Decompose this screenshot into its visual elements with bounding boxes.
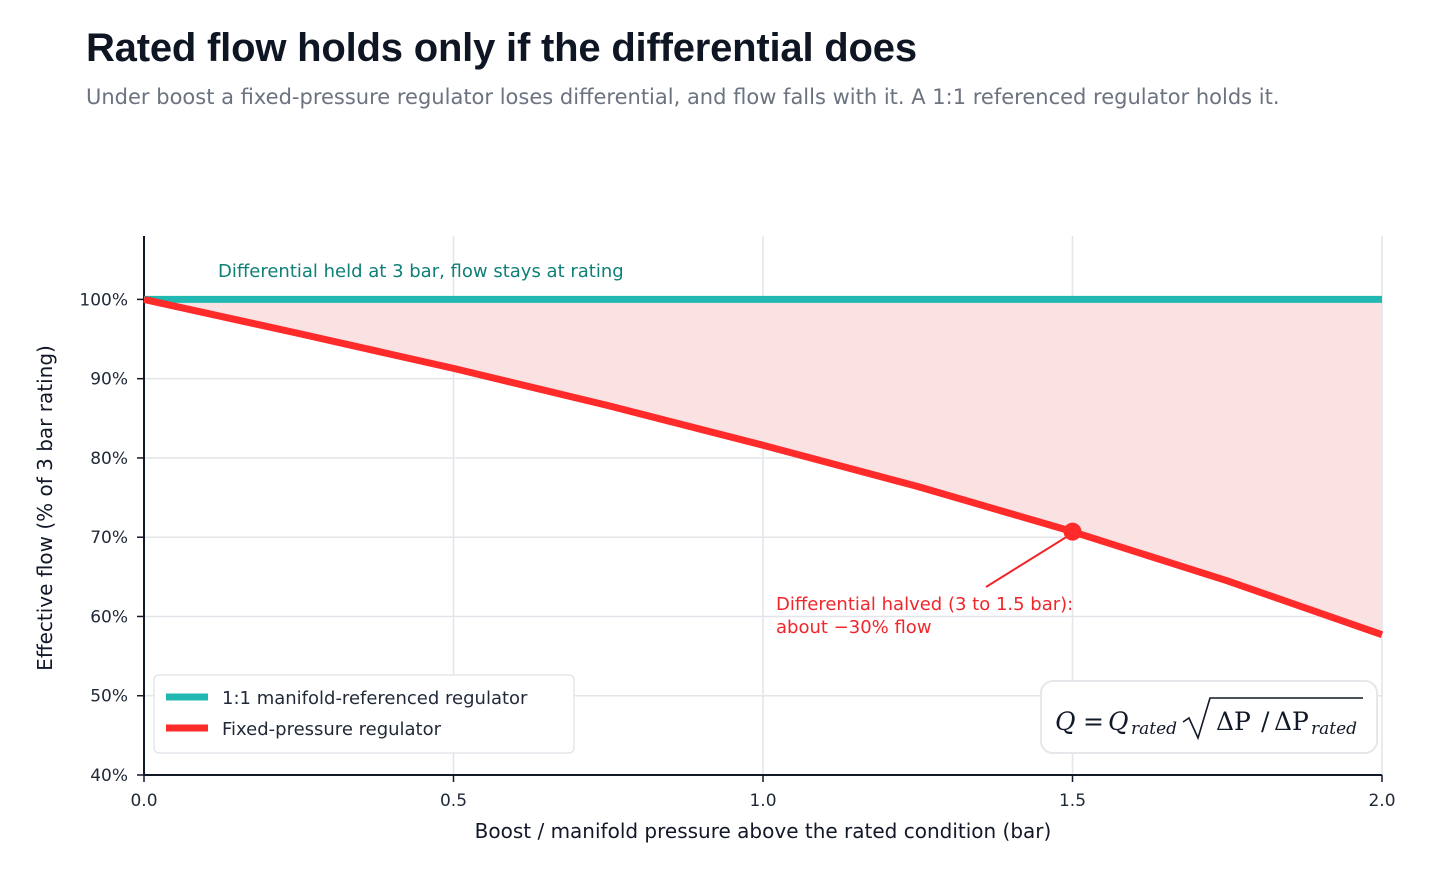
legend-label-teal: 1:1 manifold-referenced regulator [222, 688, 528, 709]
legend-label-red: Fixed-pressure regulator [222, 719, 442, 740]
y-tick-label: 80% [90, 449, 128, 469]
y-tick-label: 100% [79, 290, 128, 310]
formula-den-subscript: rated [1311, 719, 1357, 739]
highlight-leader-line [985, 535, 1069, 588]
formula-slash: / [1261, 707, 1270, 736]
formula-equals: = [1083, 707, 1104, 736]
y-tick-label: 50% [90, 687, 128, 707]
formula-q: Q [1108, 707, 1129, 736]
formula-box: Q = Q rated ΔP / ΔP rated [1040, 680, 1378, 754]
flow-loss-shading [144, 299, 1382, 635]
teal-annotation: Differential held at 3 bar, flow stays a… [218, 261, 624, 282]
x-tick-label: 1.5 [1059, 791, 1086, 811]
y-tick-label: 90% [90, 370, 128, 390]
y-tick-label: 40% [90, 766, 128, 786]
legend-box [153, 674, 575, 754]
red-annotation-line1: Differential halved (3 to 1.5 bar): [776, 594, 1073, 615]
x-tick-label: 0.0 [130, 791, 157, 811]
x-tick-label: 1.0 [749, 791, 776, 811]
formula-sqrt-sign [1182, 697, 1363, 741]
red-annotation-line2: about −30% flow [776, 617, 932, 638]
series-line-fixed [143, 295, 1384, 639]
formula-denominator: ΔP [1274, 707, 1309, 736]
y-tick-label: 60% [90, 607, 128, 627]
formula-lhs: Q [1055, 707, 1076, 736]
x-tick-label: 2.0 [1368, 791, 1395, 811]
x-axis-label: Boost / manifold pressure above the rate… [475, 819, 1052, 843]
chart-title: Rated flow holds only if the differentia… [86, 26, 917, 70]
y-axis-label: Effective flow (% of 3 bar rating) [33, 345, 57, 671]
legend: 1:1 manifold-referenced regulator Fixed-… [153, 674, 575, 754]
series-lines [143, 295, 1384, 639]
chart-subtitle: Under boost a fixed-pressure regulator l… [86, 85, 1280, 109]
y-tick-label: 70% [90, 528, 128, 548]
highlight-point [1063, 522, 1082, 541]
formula-frame [1040, 680, 1378, 754]
x-tick-label: 0.5 [440, 791, 467, 811]
tick-labels: 0.0 0.5 1.0 1.5 2.0 40% 50% 60% 70% 80% 90% 100% [79, 290, 1395, 811]
formula-q-subscript: rated [1131, 719, 1177, 739]
formula-numerator: ΔP [1216, 707, 1251, 736]
